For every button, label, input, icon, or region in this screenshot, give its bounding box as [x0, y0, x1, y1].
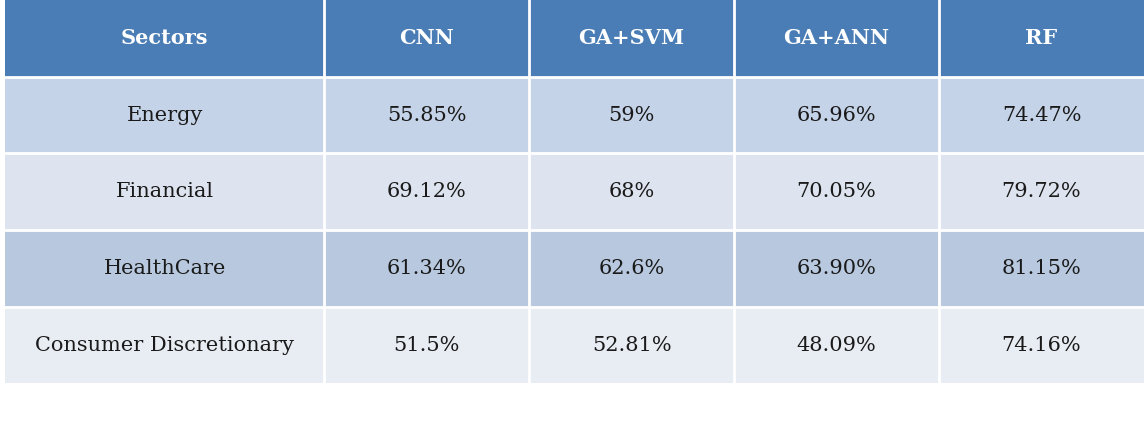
Text: Consumer Discretionary: Consumer Discretionary	[35, 336, 294, 354]
Text: 74.16%: 74.16%	[1002, 336, 1081, 354]
Text: 55.85%: 55.85%	[387, 106, 467, 124]
Text: GA+ANN: GA+ANN	[784, 29, 890, 48]
FancyBboxPatch shape	[530, 230, 734, 307]
FancyBboxPatch shape	[6, 153, 324, 230]
Text: Energy: Energy	[127, 106, 202, 124]
FancyBboxPatch shape	[6, 230, 324, 307]
Text: CNN: CNN	[399, 29, 454, 48]
FancyBboxPatch shape	[734, 0, 939, 77]
FancyBboxPatch shape	[6, 77, 324, 153]
FancyBboxPatch shape	[324, 0, 530, 77]
Text: 52.81%: 52.81%	[591, 336, 672, 354]
FancyBboxPatch shape	[6, 0, 324, 77]
FancyBboxPatch shape	[324, 153, 530, 230]
FancyBboxPatch shape	[530, 77, 734, 153]
Text: 74.47%: 74.47%	[1002, 106, 1081, 124]
Text: 59%: 59%	[609, 106, 654, 124]
FancyBboxPatch shape	[939, 0, 1144, 77]
FancyBboxPatch shape	[734, 307, 939, 383]
Text: Financial: Financial	[116, 182, 214, 201]
Text: Sectors: Sectors	[121, 29, 208, 48]
Text: 68%: 68%	[609, 182, 654, 201]
FancyBboxPatch shape	[939, 153, 1144, 230]
Text: 65.96%: 65.96%	[796, 106, 876, 124]
Text: HealthCare: HealthCare	[104, 259, 227, 278]
FancyBboxPatch shape	[530, 153, 734, 230]
FancyBboxPatch shape	[939, 307, 1144, 383]
FancyBboxPatch shape	[6, 307, 324, 383]
Text: 51.5%: 51.5%	[394, 336, 460, 354]
FancyBboxPatch shape	[530, 0, 734, 77]
Text: 62.6%: 62.6%	[598, 259, 665, 278]
FancyBboxPatch shape	[734, 230, 939, 307]
Text: 48.09%: 48.09%	[796, 336, 876, 354]
FancyBboxPatch shape	[324, 230, 530, 307]
Text: 69.12%: 69.12%	[387, 182, 467, 201]
Text: 79.72%: 79.72%	[1002, 182, 1081, 201]
FancyBboxPatch shape	[734, 77, 939, 153]
Text: 63.90%: 63.90%	[796, 259, 876, 278]
Text: 61.34%: 61.34%	[387, 259, 467, 278]
FancyBboxPatch shape	[324, 77, 530, 153]
Text: RF: RF	[1025, 29, 1057, 48]
FancyBboxPatch shape	[734, 153, 939, 230]
FancyBboxPatch shape	[324, 307, 530, 383]
FancyBboxPatch shape	[939, 230, 1144, 307]
Text: GA+SVM: GA+SVM	[579, 29, 684, 48]
Text: 70.05%: 70.05%	[796, 182, 876, 201]
FancyBboxPatch shape	[939, 77, 1144, 153]
Text: 81.15%: 81.15%	[1002, 259, 1081, 278]
FancyBboxPatch shape	[530, 307, 734, 383]
